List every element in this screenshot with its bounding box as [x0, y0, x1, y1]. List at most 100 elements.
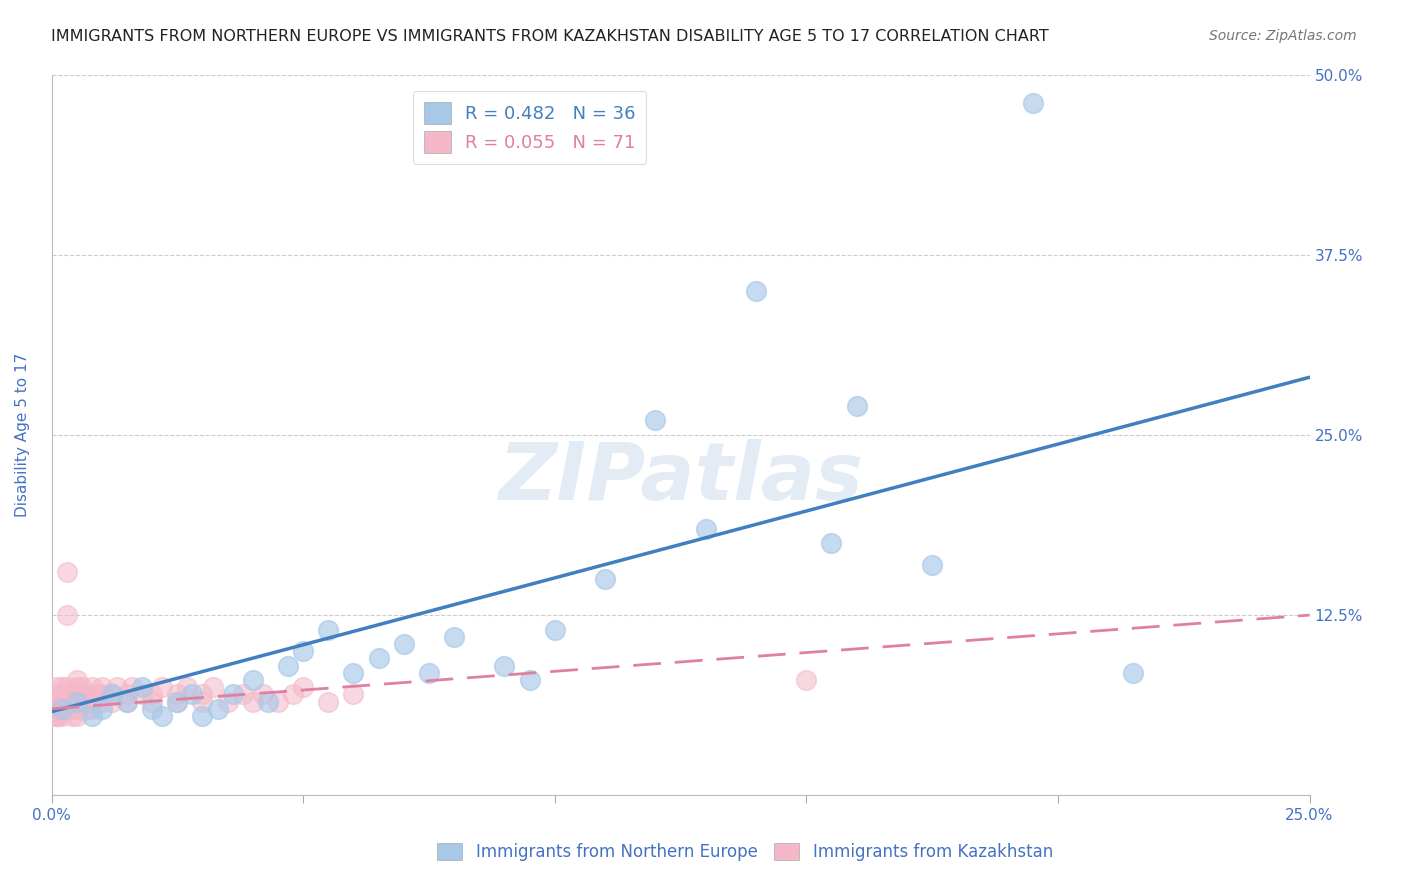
Text: Source: ZipAtlas.com: Source: ZipAtlas.com — [1209, 29, 1357, 43]
Point — [80, 702, 103, 716]
Point — [593, 572, 616, 586]
Point — [166, 695, 188, 709]
Point — [181, 687, 204, 701]
Point — [644, 413, 666, 427]
Point — [70, 687, 93, 701]
Point — [51, 680, 73, 694]
Point — [45, 680, 67, 694]
Point — [820, 536, 842, 550]
Point — [242, 673, 264, 687]
Point — [45, 702, 67, 716]
Point — [1022, 96, 1045, 111]
Point — [141, 687, 163, 701]
Point — [745, 284, 768, 298]
Point — [55, 702, 77, 716]
Point — [66, 695, 89, 709]
Point — [51, 709, 73, 723]
Point — [277, 658, 299, 673]
Point — [66, 687, 89, 701]
Point — [131, 687, 153, 701]
Point — [55, 608, 77, 623]
Point — [252, 687, 274, 701]
Point — [76, 702, 98, 716]
Text: ZIPatlas: ZIPatlas — [498, 439, 863, 517]
Point — [55, 565, 77, 579]
Point — [217, 695, 239, 709]
Point — [115, 695, 138, 709]
Point — [60, 709, 83, 723]
Point — [45, 695, 67, 709]
Point — [201, 680, 224, 694]
Point — [921, 558, 943, 572]
Point — [150, 709, 173, 723]
Point — [60, 702, 83, 716]
Point — [191, 709, 214, 723]
Point — [115, 695, 138, 709]
Point — [176, 680, 198, 694]
Point — [342, 687, 364, 701]
Point — [141, 702, 163, 716]
Point — [76, 695, 98, 709]
Point — [232, 687, 254, 701]
Point — [101, 687, 124, 701]
Point — [90, 695, 112, 709]
Point — [45, 687, 67, 701]
Point — [418, 665, 440, 680]
Point — [66, 680, 89, 694]
Point — [342, 665, 364, 680]
Point — [45, 702, 67, 716]
Point — [141, 695, 163, 709]
Point — [367, 651, 389, 665]
Point — [80, 709, 103, 723]
Point — [51, 702, 73, 716]
Point — [45, 702, 67, 716]
Point — [267, 695, 290, 709]
Point — [66, 702, 89, 716]
Point — [794, 673, 817, 687]
Point — [150, 680, 173, 694]
Point — [544, 623, 567, 637]
Legend: R = 0.482   N = 36, R = 0.055   N = 71: R = 0.482 N = 36, R = 0.055 N = 71 — [413, 91, 647, 164]
Point — [242, 695, 264, 709]
Point — [101, 695, 124, 709]
Point — [60, 687, 83, 701]
Point — [494, 658, 516, 673]
Point — [519, 673, 541, 687]
Point — [90, 702, 112, 716]
Point — [101, 687, 124, 701]
Point — [316, 623, 339, 637]
Point — [845, 399, 868, 413]
Point — [80, 680, 103, 694]
Point — [191, 695, 214, 709]
Point — [191, 687, 214, 701]
Point — [55, 680, 77, 694]
Point — [76, 687, 98, 701]
Point — [86, 687, 108, 701]
Point — [281, 687, 304, 701]
Point — [80, 695, 103, 709]
Point — [66, 702, 89, 716]
Point — [392, 637, 415, 651]
Point — [70, 680, 93, 694]
Point — [105, 680, 128, 694]
Point — [51, 687, 73, 701]
Point — [45, 695, 67, 709]
Point — [443, 630, 465, 644]
Point — [121, 680, 143, 694]
Point — [695, 522, 717, 536]
Point — [55, 695, 77, 709]
Point — [90, 680, 112, 694]
Point — [166, 695, 188, 709]
Point — [45, 709, 67, 723]
Point — [166, 687, 188, 701]
Point — [1122, 665, 1144, 680]
Point — [115, 687, 138, 701]
Point — [66, 695, 89, 709]
Point — [60, 695, 83, 709]
Legend: Immigrants from Northern Europe, Immigrants from Kazakhstan: Immigrants from Northern Europe, Immigra… — [430, 836, 1060, 868]
Point — [316, 695, 339, 709]
Point — [45, 709, 67, 723]
Point — [55, 687, 77, 701]
Point — [66, 673, 89, 687]
Point — [66, 709, 89, 723]
